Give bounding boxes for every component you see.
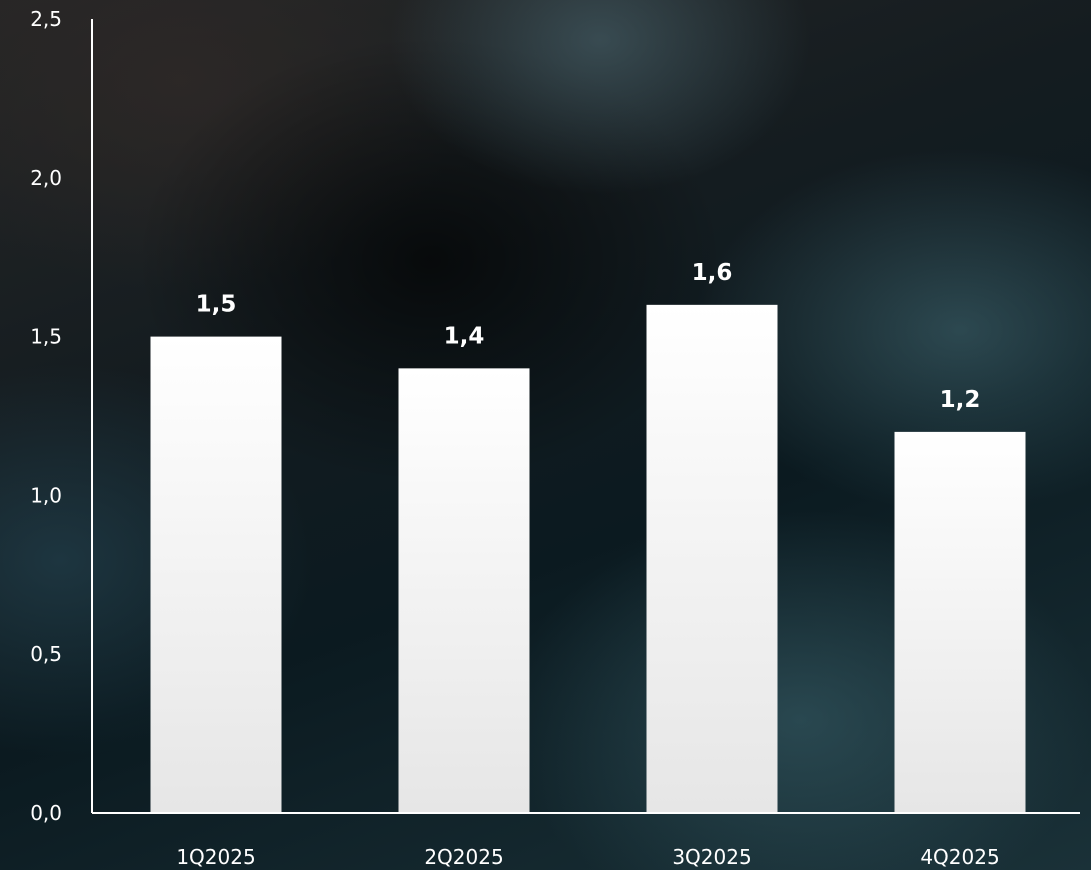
bar bbox=[646, 304, 778, 813]
bars bbox=[150, 304, 1026, 813]
bar bbox=[894, 431, 1026, 813]
bar bbox=[398, 368, 530, 813]
y-tick-label: 2,5 bbox=[30, 7, 62, 31]
bar-value-label: 1,5 bbox=[196, 292, 237, 318]
x-tick-label: 3Q2025 bbox=[672, 845, 751, 869]
y-tick-label: 2,0 bbox=[30, 166, 62, 190]
y-tick-label: 1,0 bbox=[30, 483, 62, 507]
x-axis-tick-labels: 1Q2025 2Q2025 3Q2025 4Q2025 bbox=[176, 845, 999, 869]
bar-value-label: 1,2 bbox=[940, 387, 981, 413]
x-tick-label: 2Q2025 bbox=[424, 845, 503, 869]
x-tick-label: 4Q2025 bbox=[920, 845, 999, 869]
y-tick-label: 0,5 bbox=[30, 642, 62, 666]
bar bbox=[150, 336, 282, 813]
data-labels: 1,5 1,4 1,6 1,2 bbox=[196, 260, 981, 413]
bar-value-label: 1,6 bbox=[692, 260, 733, 286]
x-tick-label: 1Q2025 bbox=[176, 845, 255, 869]
y-tick-label: 1,5 bbox=[30, 325, 62, 349]
y-tick-label: 0,0 bbox=[30, 801, 62, 825]
y-axis-tick-labels: 0,0 0,5 1,0 1,5 2,0 2,5 bbox=[30, 7, 62, 825]
bar-value-label: 1,4 bbox=[444, 323, 485, 349]
